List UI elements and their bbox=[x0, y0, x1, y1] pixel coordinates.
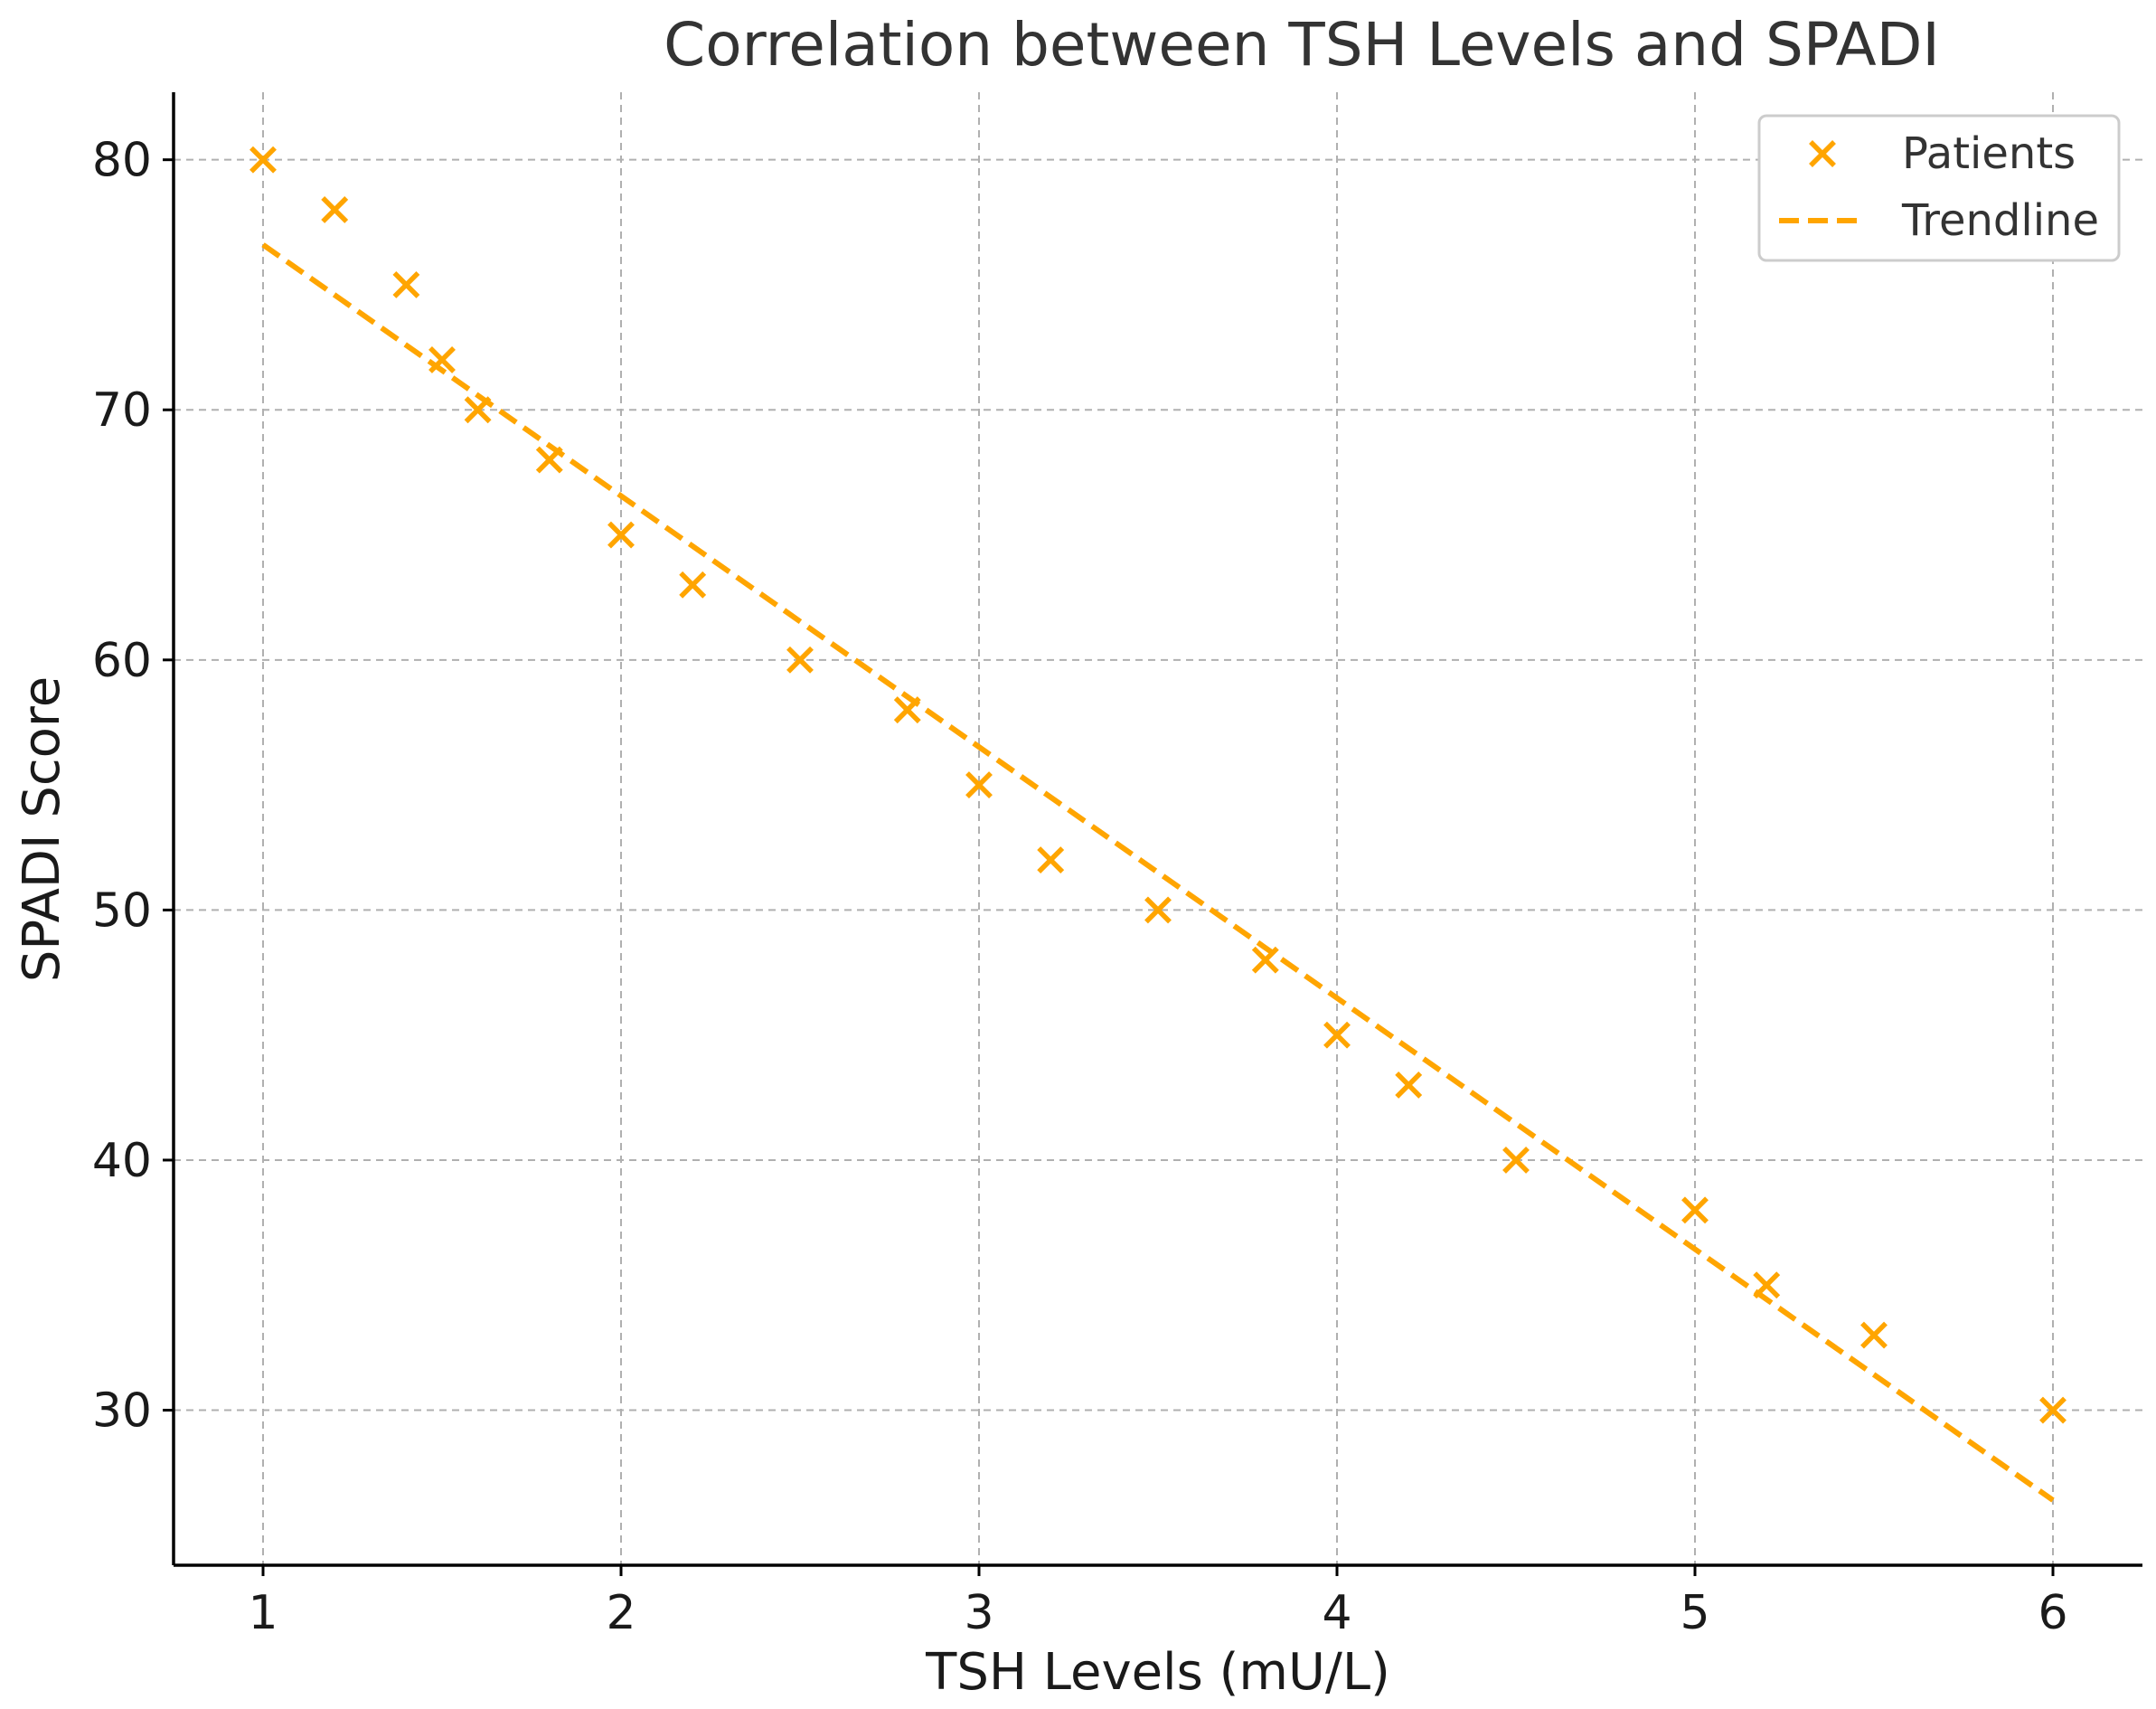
data-point bbox=[1037, 846, 1065, 874]
x-tick-label: 5 bbox=[1680, 1586, 1709, 1640]
axes bbox=[172, 92, 2142, 1567]
x-tick-label: 3 bbox=[964, 1586, 993, 1640]
data-point bbox=[786, 646, 814, 674]
data-point bbox=[464, 396, 492, 424]
x-tick-label: 2 bbox=[606, 1586, 636, 1640]
y-tick-label: 70 bbox=[92, 383, 152, 438]
x-tick-label: 1 bbox=[248, 1586, 278, 1640]
data-point bbox=[249, 146, 277, 174]
x-ticks: 1 2 3 4 5 6 bbox=[248, 1565, 2068, 1640]
x-tick-label: 4 bbox=[1322, 1586, 1351, 1640]
data-point bbox=[893, 696, 921, 724]
legend-box bbox=[1757, 114, 2121, 262]
data-point bbox=[1251, 946, 1279, 974]
legend-x-marker bbox=[1809, 140, 1836, 167]
y-axis-title: SPADI Score bbox=[13, 676, 71, 982]
legend-label-trendline: Trendline bbox=[1901, 195, 2099, 246]
chart-title: Correlation between TSH Levels and SPADI bbox=[664, 10, 1940, 80]
data-point bbox=[428, 345, 456, 373]
data-point bbox=[1860, 1321, 1888, 1349]
trendline bbox=[261, 242, 2055, 1503]
y-tick-label: 60 bbox=[92, 634, 152, 688]
data-point bbox=[607, 521, 635, 549]
data-point bbox=[679, 571, 707, 599]
data-point bbox=[1395, 1072, 1423, 1099]
data-point bbox=[1144, 896, 1172, 924]
data-point bbox=[965, 771, 993, 799]
y-tick-label: 30 bbox=[92, 1384, 152, 1439]
legend: Patients Trendline bbox=[1757, 114, 2121, 262]
data-point bbox=[392, 271, 420, 298]
y-ticks: 30 40 50 60 70 80 bbox=[92, 134, 174, 1439]
data-point bbox=[1323, 1021, 1351, 1049]
x-axis-title: TSH Levels (mU/L) bbox=[925, 1643, 1390, 1702]
data-point bbox=[2039, 1396, 2067, 1424]
data-point bbox=[321, 196, 349, 223]
grid bbox=[174, 92, 2142, 1565]
series-layer bbox=[249, 146, 2067, 1503]
data-point bbox=[535, 446, 563, 474]
y-tick-label: 40 bbox=[92, 1134, 152, 1188]
data-point bbox=[1753, 1271, 1781, 1299]
data-point bbox=[1681, 1196, 1709, 1224]
legend-marker-patients bbox=[1809, 140, 1836, 167]
data-point bbox=[1502, 1147, 1530, 1174]
y-tick-label: 80 bbox=[92, 134, 152, 188]
y-tick-label: 50 bbox=[92, 883, 152, 938]
legend-label-patients: Patients bbox=[1902, 128, 2076, 179]
x-tick-label: 6 bbox=[2038, 1586, 2067, 1640]
